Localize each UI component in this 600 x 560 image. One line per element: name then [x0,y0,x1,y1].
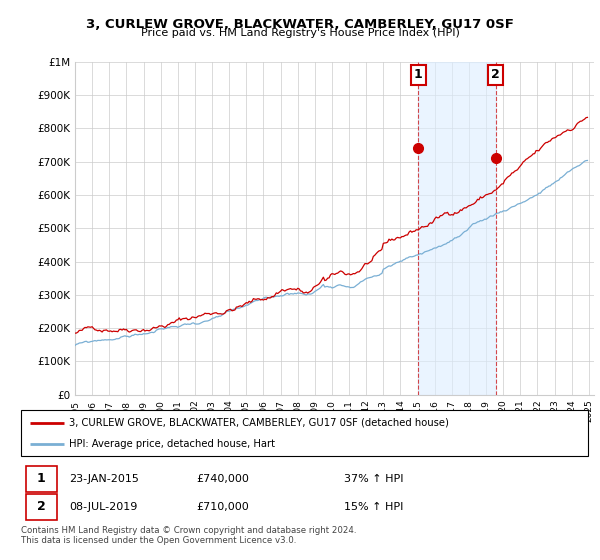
Text: 2: 2 [491,68,500,81]
Text: 3, CURLEW GROVE, BLACKWATER, CAMBERLEY, GU17 0SF: 3, CURLEW GROVE, BLACKWATER, CAMBERLEY, … [86,18,514,31]
Bar [26,494,57,520]
Bar [418,62,496,395]
Text: This data is licensed under the Open Government Licence v3.0.: This data is licensed under the Open Gov… [21,536,296,545]
Text: £710,000: £710,000 [197,502,250,512]
Text: 37% ↑ HPI: 37% ↑ HPI [344,474,404,484]
Text: 3, CURLEW GROVE, BLACKWATER, CAMBERLEY, GU17 0SF (detached house): 3, CURLEW GROVE, BLACKWATER, CAMBERLEY, … [69,418,449,428]
Text: Price paid vs. HM Land Registry's House Price Index (HPI): Price paid vs. HM Land Registry's House … [140,28,460,38]
Text: 1: 1 [37,472,46,485]
Text: 08-JUL-2019: 08-JUL-2019 [69,502,137,512]
Text: 23-JAN-2015: 23-JAN-2015 [69,474,139,484]
Text: 15% ↑ HPI: 15% ↑ HPI [344,502,404,512]
Bar [26,466,57,492]
Text: HPI: Average price, detached house, Hart: HPI: Average price, detached house, Hart [69,439,275,449]
Text: Contains HM Land Registry data © Crown copyright and database right 2024.: Contains HM Land Registry data © Crown c… [21,526,356,535]
Text: £740,000: £740,000 [197,474,250,484]
Text: 1: 1 [414,68,423,81]
Text: 2: 2 [37,501,46,514]
